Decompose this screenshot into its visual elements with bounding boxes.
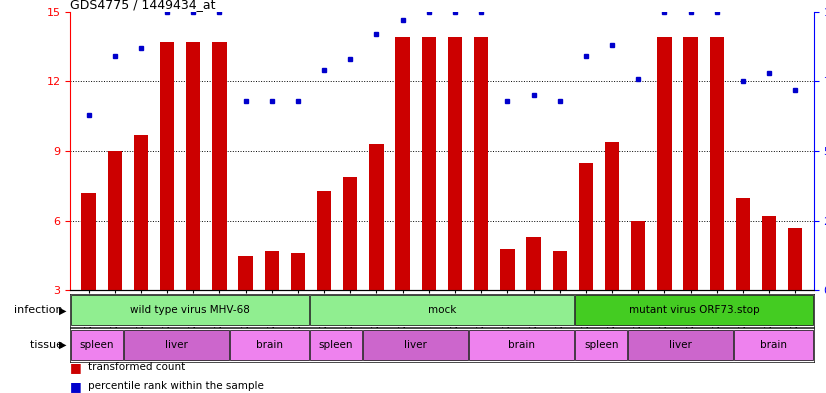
Bar	[230, 330, 309, 360]
Bar	[363, 330, 468, 360]
Bar	[212, 42, 226, 290]
Text: spleen: spleen	[319, 340, 353, 350]
Bar	[421, 37, 436, 290]
Text: tissue: tissue	[30, 340, 66, 350]
Bar	[448, 37, 463, 290]
Bar	[526, 237, 541, 290]
Bar	[107, 151, 122, 290]
Bar	[239, 255, 253, 290]
Bar	[501, 249, 515, 290]
Bar	[631, 221, 645, 290]
Text: ■: ■	[70, 361, 82, 374]
Text: transformed count: transformed count	[88, 362, 186, 373]
Text: ▶: ▶	[59, 340, 66, 350]
Text: infection: infection	[14, 305, 66, 315]
Bar	[369, 144, 383, 290]
Bar	[553, 251, 567, 290]
Bar	[788, 228, 803, 290]
Bar	[186, 42, 201, 290]
Bar	[310, 330, 362, 360]
Text: ▶: ▶	[59, 305, 66, 315]
Bar	[264, 251, 279, 290]
Text: brain: brain	[508, 340, 535, 350]
Bar	[317, 191, 331, 290]
Bar	[575, 295, 813, 325]
Bar	[762, 216, 776, 290]
Text: liver: liver	[404, 340, 427, 350]
Bar	[124, 330, 229, 360]
Bar	[657, 37, 672, 290]
Text: liver: liver	[165, 340, 188, 350]
Bar	[343, 176, 358, 290]
Bar	[160, 42, 174, 290]
Text: spleen: spleen	[584, 340, 619, 350]
Bar	[579, 163, 593, 290]
Bar	[291, 253, 305, 290]
Text: liver: liver	[669, 340, 692, 350]
Bar	[710, 37, 724, 290]
Bar	[736, 198, 750, 290]
Bar	[81, 193, 96, 290]
Text: GDS4775 / 1449434_at: GDS4775 / 1449434_at	[70, 0, 216, 11]
Bar	[575, 330, 627, 360]
Text: ■: ■	[70, 380, 82, 393]
Text: percentile rank within the sample: percentile rank within the sample	[88, 381, 264, 391]
Bar	[71, 295, 309, 325]
Text: brain: brain	[760, 340, 787, 350]
Text: mutant virus ORF73.stop: mutant virus ORF73.stop	[629, 305, 759, 315]
Bar	[71, 330, 123, 360]
Bar	[734, 330, 813, 360]
Bar	[474, 37, 488, 290]
Bar	[310, 295, 574, 325]
Bar	[396, 37, 410, 290]
Bar	[629, 330, 733, 360]
Text: spleen: spleen	[79, 340, 114, 350]
Bar	[134, 135, 148, 290]
Bar	[605, 142, 620, 290]
Text: wild type virus MHV-68: wild type virus MHV-68	[130, 305, 249, 315]
Text: brain: brain	[256, 340, 282, 350]
Text: mock: mock	[428, 305, 456, 315]
Bar	[469, 330, 574, 360]
Bar	[683, 37, 698, 290]
